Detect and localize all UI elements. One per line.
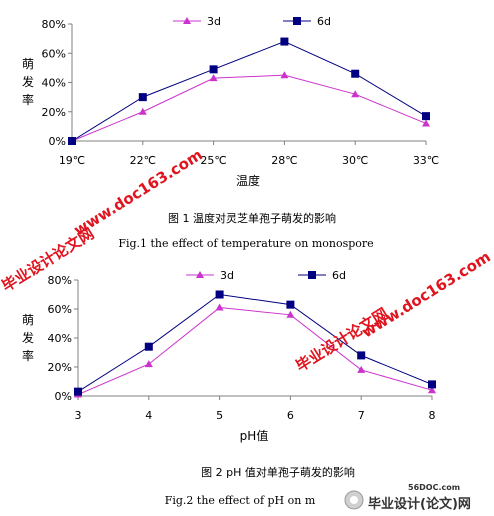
logo-site-text: 56DOC.com: [408, 483, 460, 492]
data-point: [74, 387, 82, 396]
y-axis-label: 萌发率: [22, 57, 34, 107]
data-point: [196, 271, 204, 278]
y-tick-label: 40%: [48, 332, 72, 345]
legend-label: 6d: [332, 269, 346, 282]
figure-caption-en: Fig.1 the effect of temperature on monos…: [118, 237, 373, 250]
legend-label: 3d: [220, 269, 234, 282]
y-tick-label: 80%: [42, 18, 66, 31]
series-line-3d: [71, 74, 427, 142]
data-point: [428, 380, 436, 389]
y-tick-label: 60%: [42, 47, 66, 60]
legend-label: 3d: [207, 15, 221, 28]
x-tick-label: 33℃: [413, 154, 439, 167]
x-tick-label: 3: [75, 409, 82, 422]
logo-cn-text: 毕业设计(论文)网: [368, 496, 471, 512]
figure-caption-cn: 图 1 温度对灵芝单孢子萌发的影响: [168, 211, 336, 225]
x-axis-label: pH值: [240, 428, 269, 443]
data-point: [293, 17, 301, 25]
data-point: [183, 17, 191, 24]
x-tick-label: 4: [145, 409, 152, 422]
data-point: [351, 69, 360, 78]
data-point: [138, 107, 147, 115]
data-point: [286, 310, 295, 318]
figure-caption-en: Fig.2 the effect of pH on m: [165, 494, 316, 507]
y-tick-label: 20%: [42, 106, 66, 119]
y-tick-label: 60%: [48, 303, 72, 316]
data-point: [280, 37, 289, 46]
watermark-cn: 毕业设计论文网: [293, 304, 392, 375]
data-point: [357, 365, 366, 373]
data-point: [428, 386, 436, 394]
data-point: [286, 300, 295, 309]
x-tick-label: 8: [429, 409, 436, 422]
watermarks: www.doc163.com 毕业设计论文网 www.doc163.com 毕业…: [0, 146, 494, 512]
x-tick-label: 28℃: [271, 154, 297, 167]
x-tick-label: 19℃: [59, 154, 85, 167]
x-tick-label: 22℃: [130, 154, 156, 167]
y-axis-label: 萌发率: [22, 313, 34, 363]
data-point: [209, 74, 218, 82]
series-line-6d: [71, 41, 427, 142]
data-point: [138, 93, 147, 102]
x-tick-label: 6: [287, 409, 294, 422]
data-point: [144, 342, 153, 351]
x-tick-label: 5: [216, 409, 223, 422]
y-tick-label: 80%: [48, 274, 72, 287]
y-tick-label: 20%: [48, 361, 72, 374]
x-tick-label: 25℃: [200, 154, 226, 167]
series-line-6d: [77, 293, 433, 393]
data-point: [209, 65, 218, 74]
legend-label: 6d: [317, 15, 331, 28]
y-tick-label: 40%: [42, 77, 66, 90]
y-tick-label: 0%: [49, 135, 66, 148]
data-point: [351, 90, 360, 98]
data-point: [215, 290, 224, 299]
data-point: [215, 303, 224, 311]
x-axis-label: 温度: [236, 173, 260, 188]
data-point: [280, 71, 289, 79]
figure-caption-cn: 图 2 pH 值对单孢子萌发的影响: [201, 465, 355, 479]
x-tick-label: 7: [358, 409, 365, 422]
x-tick-label: 30℃: [342, 154, 368, 167]
series-line-3d: [77, 307, 433, 396]
data-point: [308, 271, 316, 279]
site-logo: 56DOC.com 毕业设计(论文)网: [344, 483, 471, 512]
data-point: [68, 137, 76, 145]
chart-temperature: 萌发率 0% 20% 40% 60% 80% 19℃ 22℃ 25℃ 28℃ 30℃ 33℃ 3d…: [22, 15, 439, 250]
data-point: [422, 112, 430, 121]
y-tick-label: 0%: [55, 390, 72, 403]
data-point: [357, 351, 366, 360]
data-point: [144, 360, 153, 368]
chart-ph: 萌发率 0% 20% 40% 60% 80% 3 4 5 6 7 8 3d 6d pH值 图 2 p…: [22, 269, 436, 507]
data-point: [422, 119, 430, 127]
